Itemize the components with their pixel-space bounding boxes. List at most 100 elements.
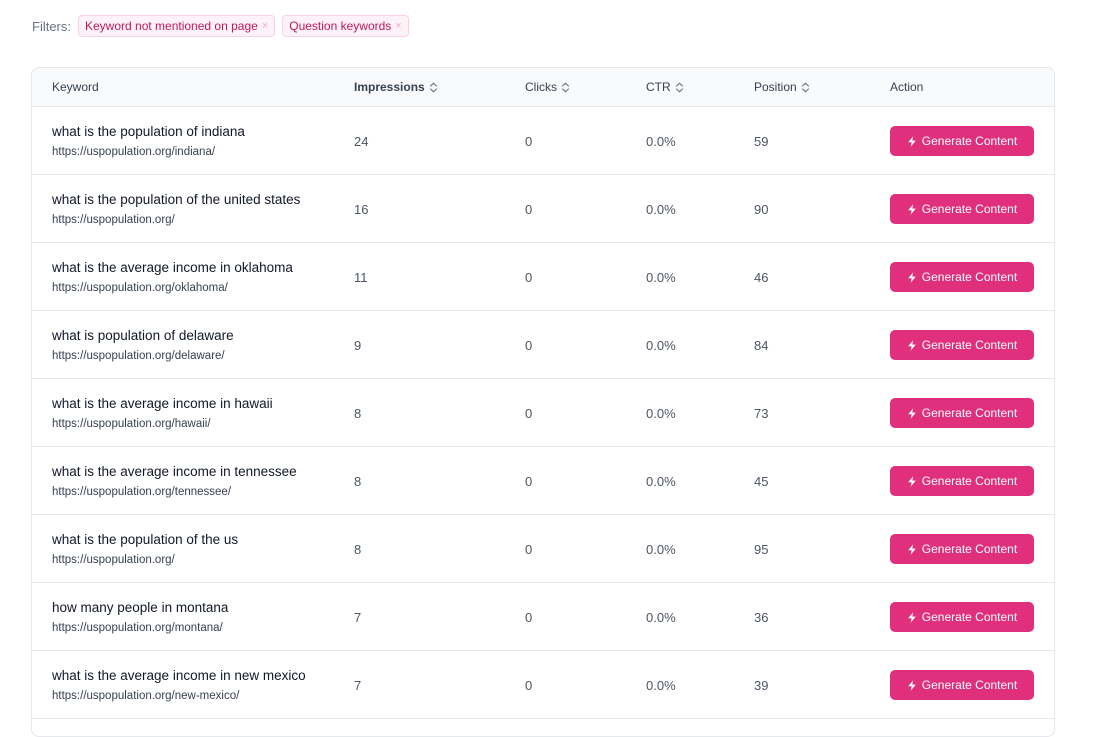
page-url-link[interactable]: https://uspopulation.org/oklahoma/ (52, 281, 228, 294)
clicks-cell: 0 (525, 541, 533, 557)
header-label: Keyword (52, 80, 99, 94)
keywords-table: Keyword Impressions Clicks CTR Position … (31, 67, 1055, 737)
table-row: what is the average income in new mexico… (32, 651, 1054, 719)
header-clicks[interactable]: Clicks (525, 68, 570, 106)
generate-content-button[interactable]: Generate Content (890, 466, 1034, 496)
keyword-text: what is population of delaware (52, 327, 234, 343)
keyword-cell: what is the average income in tennessee h… (52, 447, 352, 515)
table-row: what is the population of the united sta… (32, 175, 1054, 243)
action-cell: Generate Content (890, 651, 1034, 719)
lightning-bolt-icon (907, 543, 916, 555)
clicks-cell: 0 (525, 609, 533, 625)
filter-chip-label: Question keywords (289, 19, 392, 33)
button-label: Generate Content (921, 202, 1018, 216)
button-label: Generate Content (921, 270, 1018, 284)
action-cell: Generate Content (890, 311, 1034, 379)
generate-content-button[interactable]: Generate Content (890, 398, 1034, 428)
position-cell: 45 (754, 473, 769, 489)
keyword-text: what is the population of indiana (52, 123, 245, 139)
ctr-cell: 0.0% (646, 269, 676, 285)
header-label: Action (890, 80, 924, 94)
position-cell: 59 (754, 133, 769, 149)
generate-content-button[interactable]: Generate Content (890, 262, 1034, 292)
impressions-cell: 9 (354, 337, 362, 353)
keyword-cell: what is the population of indiana https:/… (52, 107, 352, 175)
lightning-bolt-icon (907, 339, 916, 351)
lightning-bolt-icon (907, 135, 916, 147)
lightning-bolt-icon (907, 475, 916, 487)
generate-content-button[interactable]: Generate Content (890, 534, 1034, 564)
header-label: Impressions (354, 80, 425, 94)
filter-chip-question-keywords[interactable]: Question keywords × (282, 15, 409, 37)
keyword-text: what is the average income in hawaii (52, 395, 273, 411)
clicks-cell: 0 (525, 473, 533, 489)
action-cell: Generate Content (890, 243, 1034, 311)
close-icon[interactable]: × (395, 19, 402, 32)
keyword-text: what is the population of the united sta… (52, 191, 301, 207)
ctr-cell: 0.0% (646, 541, 676, 557)
keyword-text: how many people in montana (52, 599, 229, 615)
keyword-cell: how many people in montana https://uspopu… (52, 583, 352, 651)
page-url-link[interactable]: https://uspopulation.org/new-mexico/ (52, 689, 240, 702)
page-url-link[interactable]: https://uspopulation.org/montana/ (52, 621, 223, 634)
page-url-link[interactable]: https://uspopulation.org/indiana/ (52, 145, 216, 158)
generate-content-button[interactable]: Generate Content (890, 194, 1034, 224)
clicks-cell: 0 (525, 405, 533, 421)
impressions-cell: 8 (354, 473, 362, 489)
page-url-link[interactable]: https://uspopulation.org/ (52, 553, 175, 566)
action-cell: Generate Content (890, 583, 1034, 651)
impressions-cell: 7 (354, 677, 362, 693)
header-position[interactable]: Position (754, 68, 810, 106)
keyword-text: what is the population of the us (52, 531, 239, 547)
lightning-bolt-icon (907, 271, 916, 283)
position-cell: 36 (754, 609, 769, 625)
table-row: what is the population of the us https://… (32, 515, 1054, 583)
impressions-cell: 8 (354, 405, 362, 421)
page-url-link[interactable]: https://uspopulation.org/delaware/ (52, 349, 225, 362)
clicks-cell: 0 (525, 677, 533, 693)
keyword-cell: what is the average income in hawaii http… (52, 379, 352, 447)
clicks-cell: 0 (525, 133, 533, 149)
ctr-cell: 0.0% (646, 405, 676, 421)
filters-bar: Filters: Keyword not mentioned on page ×… (32, 14, 409, 38)
impressions-cell: 8 (354, 541, 362, 557)
table-row: what is the population of indiana https:/… (32, 107, 1054, 175)
page-url-link[interactable]: https://uspopulation.org/ (52, 213, 175, 226)
position-cell: 84 (754, 337, 769, 353)
generate-content-button[interactable]: Generate Content (890, 602, 1034, 632)
ctr-cell: 0.0% (646, 677, 676, 693)
action-cell: Generate Content (890, 379, 1034, 447)
action-cell: Generate Content (890, 107, 1034, 175)
button-label: Generate Content (921, 474, 1018, 488)
table-row: what is the average income in tennessee h… (32, 447, 1054, 515)
page-url-link[interactable]: https://uspopulation.org/tennessee/ (52, 485, 232, 498)
impressions-cell: 16 (354, 201, 369, 217)
filters-label: Filters: (32, 18, 71, 34)
close-icon[interactable]: × (261, 19, 269, 32)
action-cell: Generate Content (890, 175, 1034, 243)
table-header: Keyword Impressions Clicks CTR Position … (32, 68, 1054, 107)
header-impressions[interactable]: Impressions (354, 68, 438, 106)
table-row: what is the average income in oklahoma ht… (32, 243, 1054, 311)
lightning-bolt-icon (907, 203, 916, 215)
action-cell: Generate Content (890, 515, 1034, 583)
ctr-cell: 0.0% (646, 337, 676, 353)
generate-content-button[interactable]: Generate Content (890, 330, 1034, 360)
keyword-text: what is the average income in oklahoma (52, 259, 293, 275)
generate-content-button[interactable]: Generate Content (890, 126, 1034, 156)
header-keyword: Keyword (52, 68, 352, 106)
impressions-cell: 7 (354, 609, 362, 625)
filter-chip-keyword-not-mentioned[interactable]: Keyword not mentioned on page × (78, 15, 276, 37)
generate-content-button[interactable]: Generate Content (890, 670, 1034, 700)
chevron-up-down-icon (801, 82, 809, 92)
header-ctr[interactable]: CTR (646, 68, 684, 106)
position-cell: 90 (754, 201, 769, 217)
page-url-link[interactable]: https://uspopulation.org/hawaii/ (52, 417, 211, 430)
keyword-text: what is the average income in new mexico (52, 667, 306, 683)
button-label: Generate Content (921, 338, 1018, 352)
ctr-cell: 0.0% (646, 133, 676, 149)
chevron-up-down-icon (429, 82, 437, 92)
button-label: Generate Content (921, 134, 1018, 148)
table-row: what is population of delaware https://us… (32, 311, 1054, 379)
clicks-cell: 0 (525, 337, 533, 353)
